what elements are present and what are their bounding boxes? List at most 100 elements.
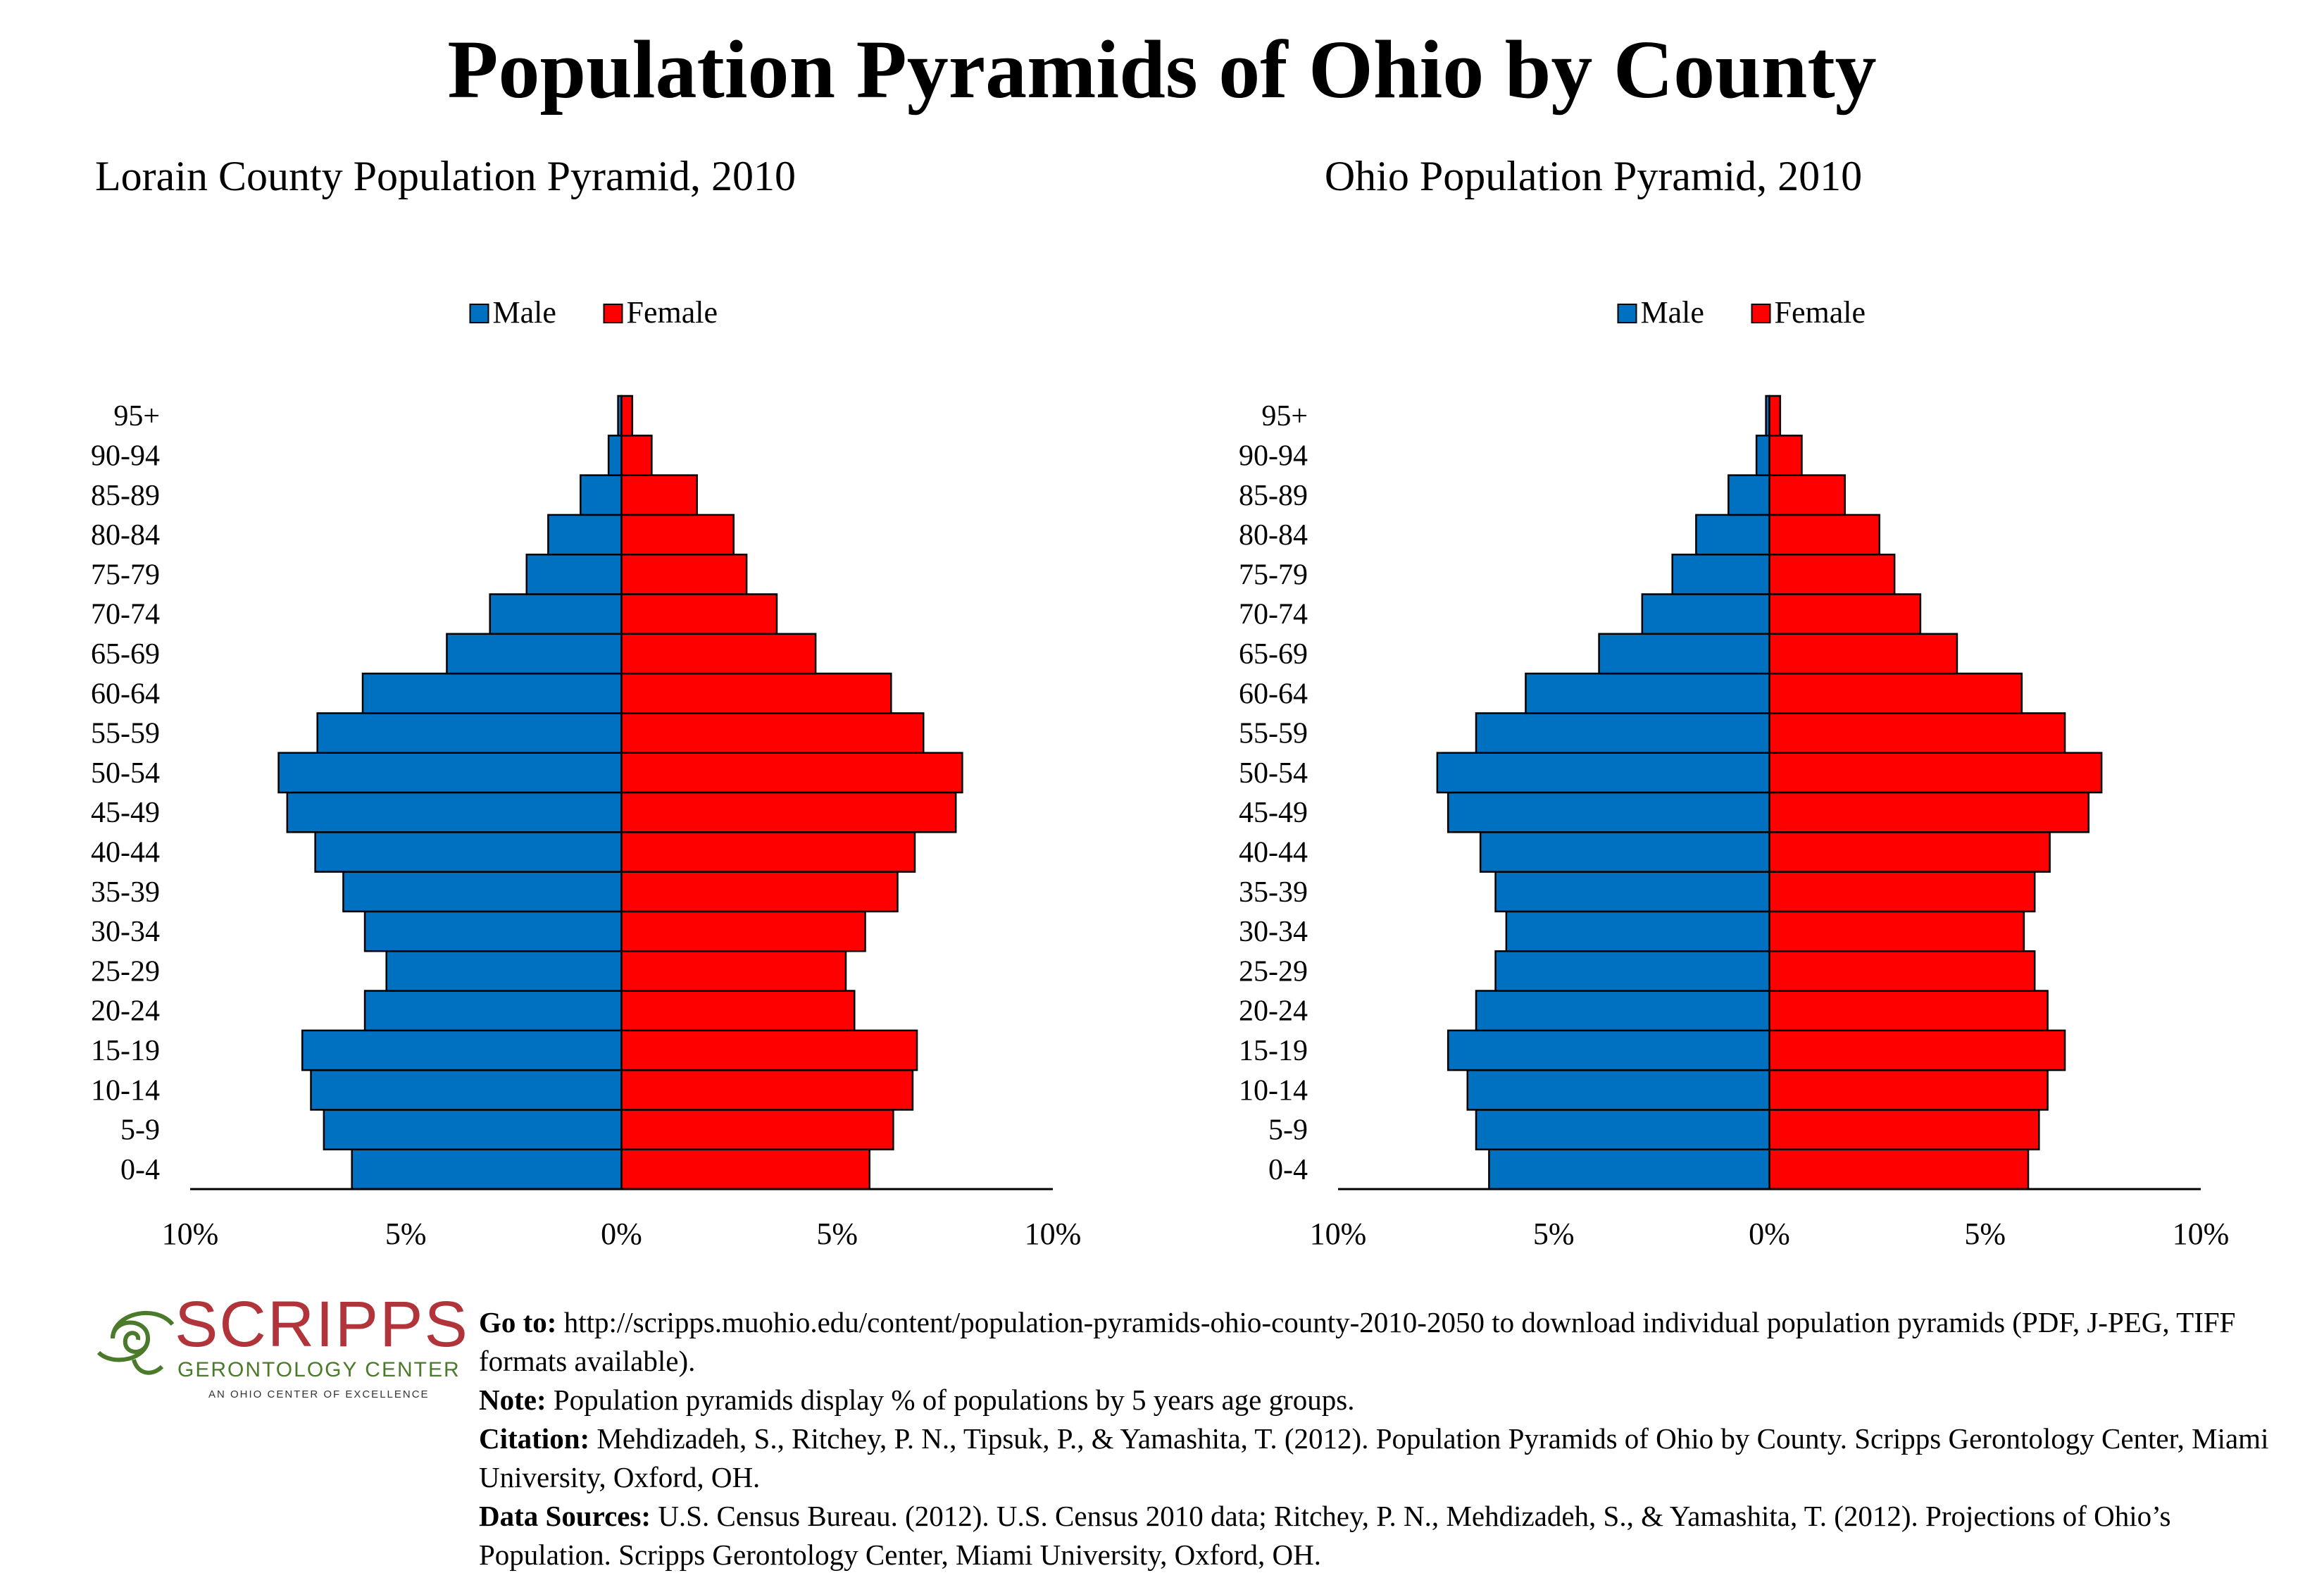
lorain-bar-female-40-44 xyxy=(620,831,916,873)
lorain-bar-male-80-84 xyxy=(547,514,623,556)
ohio-category-label: 40-44 xyxy=(1239,836,1308,869)
lorain-category-label: 20-24 xyxy=(91,995,160,1028)
ohio-bar-male-5-9 xyxy=(1475,1109,1770,1150)
ohio-bar-male-60-64 xyxy=(1525,672,1770,714)
lorain-legend-male-swatch xyxy=(469,304,489,323)
logo-subtitle: GERONTOLOGY CENTER xyxy=(177,1358,461,1381)
lorain-x-tick-label: 10% xyxy=(1025,1217,1082,1251)
lorain-bar-female-25-29 xyxy=(620,950,847,992)
ohio-category-label: 75-79 xyxy=(1239,559,1308,591)
ohio-legend-male-label: Male xyxy=(1641,295,1704,330)
ohio-category-label: 85-89 xyxy=(1239,480,1308,512)
lorain-category-label: 75-79 xyxy=(91,559,160,591)
lorain-bar-female-50-54 xyxy=(620,752,963,794)
lorain-category-label: 55-59 xyxy=(91,718,160,750)
ohio-bar-male-55-59 xyxy=(1475,712,1770,754)
ohio-bar-female-15-19 xyxy=(1768,1029,2066,1071)
ohio-bar-male-90-94 xyxy=(1755,435,1770,476)
ohio-bar-male-0-4 xyxy=(1488,1148,1770,1191)
ohio-bar-female-80-84 xyxy=(1768,514,1880,556)
lorain-bar-female-80-84 xyxy=(620,514,735,556)
ohio-legend-male-swatch xyxy=(1617,304,1637,323)
ohio-category-label: 70-74 xyxy=(1239,599,1308,631)
ohio-bar-female-20-24 xyxy=(1768,990,2049,1032)
ohio-category-label: 5-9 xyxy=(1268,1114,1308,1147)
ohio-x-tick-label: 5% xyxy=(1533,1217,1575,1251)
lorain-bar-male-60-64 xyxy=(361,672,623,714)
sources-label: Data Sources: xyxy=(479,1500,651,1532)
logo-tagline: AN OHIO CENTER OF EXCELLENCE xyxy=(208,1388,430,1400)
lorain-bar-female-70-74 xyxy=(620,593,778,635)
lorain-bar-female-20-24 xyxy=(620,990,856,1032)
lorain-bar-male-35-39 xyxy=(342,871,623,913)
lorain-category-label: 80-84 xyxy=(91,519,160,552)
ohio-bar-female-5-9 xyxy=(1768,1109,2040,1150)
lorain-category-label: 25-29 xyxy=(91,955,160,988)
lorain-bar-male-5-9 xyxy=(323,1109,623,1150)
lorain-bar-female-85-89 xyxy=(620,474,698,516)
ohio-category-label: 10-14 xyxy=(1239,1074,1308,1107)
ohio-category-label: 50-54 xyxy=(1239,757,1308,790)
ohio-bar-female-30-34 xyxy=(1768,910,2025,952)
lorain-category-label: 40-44 xyxy=(91,836,160,869)
ohio-bar-female-95+ xyxy=(1768,394,1782,437)
lorain-bar-female-95+ xyxy=(620,394,634,437)
ohio-x-tick-label: 5% xyxy=(1964,1217,2006,1251)
lorain-legend-male-label: Male xyxy=(493,295,556,330)
ohio-category-label: 25-29 xyxy=(1239,955,1308,988)
ohio-category-label: 60-64 xyxy=(1239,678,1308,710)
ohio-category-label: 15-19 xyxy=(1239,1035,1308,1067)
main-title: Population Pyramids of Ohio by County xyxy=(447,23,1877,116)
ohio-bar-female-40-44 xyxy=(1768,831,2051,873)
ohio-bar-female-35-39 xyxy=(1768,871,2036,913)
ohio-bar-male-25-29 xyxy=(1494,950,1770,992)
footer: SCRIPPS GERONTOLOGY CENTER AN OHIO CENTE… xyxy=(0,1289,2324,1585)
ohio-bar-male-65-69 xyxy=(1598,633,1770,675)
ohio-bar-male-70-74 xyxy=(1641,593,1770,635)
lorain-category-label: 90-94 xyxy=(91,440,160,472)
ohio-category-label: 95+ xyxy=(1261,400,1308,433)
citation-text: Mehdizadeh, S., Ritchey, P. N., Tipsuk, … xyxy=(479,1422,2269,1493)
note-line: Note: Population pyramids display % of p… xyxy=(479,1381,2310,1419)
ohio-bar-female-50-54 xyxy=(1768,752,2103,794)
lorain-bar-female-35-39 xyxy=(620,871,899,913)
lorain-bar-female-60-64 xyxy=(620,672,892,714)
lorain-category-label: 50-54 xyxy=(91,757,160,790)
lorain-bar-female-15-19 xyxy=(620,1029,918,1071)
ohio-bar-male-20-24 xyxy=(1475,990,1770,1032)
lorain-bar-male-0-4 xyxy=(351,1148,623,1191)
ohio-category-label: 45-49 xyxy=(1239,797,1308,829)
ohio-category-label: 55-59 xyxy=(1239,718,1308,750)
ohio-legend-female-swatch xyxy=(1751,304,1771,323)
ohio-bar-female-85-89 xyxy=(1768,474,1846,516)
ohio-x-tick-label: 0% xyxy=(1749,1217,1790,1251)
lorain-bar-female-65-69 xyxy=(620,633,817,675)
lorain-bar-male-50-54 xyxy=(277,752,623,794)
ohio-category-label: 30-34 xyxy=(1239,916,1308,948)
ohio-bar-female-55-59 xyxy=(1768,712,2066,754)
lorain-pyramid-svg: Lorain County Population Pyramid, 2010 Ma… xyxy=(91,153,1082,1251)
lorain-bar-male-40-44 xyxy=(314,831,623,873)
ohio-bar-female-45-49 xyxy=(1768,791,2089,833)
lorain-category-label: 35-39 xyxy=(91,876,160,909)
lorain-x-tick-label: 0% xyxy=(601,1217,642,1251)
ohio-pyramid-svg: Ohio Population Pyramid, 2010 Male Female 0… xyxy=(1239,153,2229,1251)
lorain-legend-female-swatch xyxy=(603,304,623,323)
lorain-legend-female-label: Female xyxy=(627,295,718,330)
swirl-icon xyxy=(96,1311,175,1375)
lorain-bar-female-0-4 xyxy=(620,1148,870,1191)
lorain-bar-female-75-79 xyxy=(620,553,748,595)
goto-text: http://scripps.muohio.edu/content/popula… xyxy=(479,1306,2236,1377)
ohio-bar-female-65-69 xyxy=(1768,633,1958,675)
ohio-bar-female-10-14 xyxy=(1768,1069,2049,1111)
lorain-category-label: 30-34 xyxy=(91,916,160,948)
lorain-category-label: 0-4 xyxy=(120,1154,160,1186)
lorain-bar-male-45-49 xyxy=(286,791,623,833)
lorain-bar-male-75-79 xyxy=(525,553,623,595)
ohio-chart-title: Ohio Population Pyramid, 2010 xyxy=(1325,153,1862,199)
ohio-bar-male-15-19 xyxy=(1447,1029,1770,1071)
lorain-bar-male-25-29 xyxy=(385,950,623,992)
lorain-bar-male-70-74 xyxy=(489,593,623,635)
lorain-bar-female-90-94 xyxy=(620,435,653,476)
lorain-bar-female-10-14 xyxy=(620,1069,914,1111)
